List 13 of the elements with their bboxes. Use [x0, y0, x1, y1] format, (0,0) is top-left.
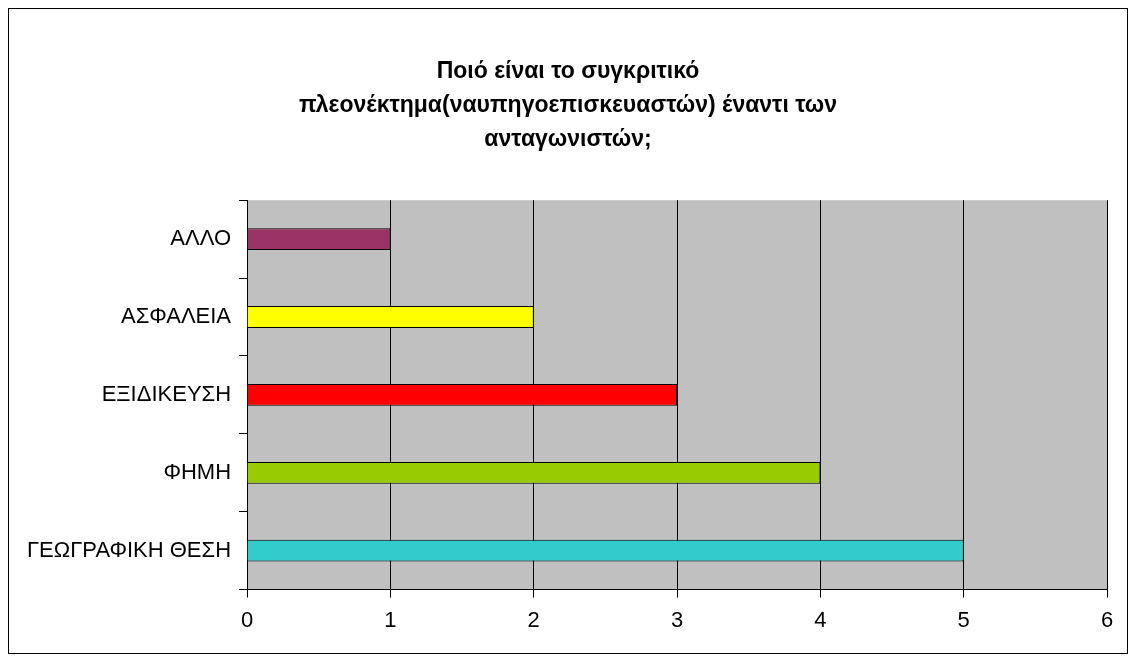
- x-tick-label: 2: [527, 606, 540, 632]
- y-tick-label: ΑΣΦΑΛΕΙΑ: [121, 303, 232, 329]
- x-tick-label: 1: [384, 606, 397, 632]
- x-tick-label: 4: [814, 606, 827, 632]
- y-tick-label: ΕΞΙΔΙΚΕΥΣΗ: [101, 380, 232, 406]
- y-tick-label: ΑΛΛΟ: [170, 225, 232, 251]
- chart-title: Ποιό είναι το συγκριτικό πλεονέκτημα(ναυπηγοεπισκευαστών) έναντι των ανταγωνιστών;: [297, 56, 838, 153]
- y-tick-label: ΦΗΜΗ: [163, 458, 232, 484]
- x-tick-label: 6: [1100, 606, 1114, 632]
- x-tick-label: 3: [670, 606, 684, 632]
- y-tick-label: ΓΕΩΓΡΑΦΙΚΗ ΘΕΣΗ: [26, 536, 232, 562]
- x-tick-label: 0: [240, 606, 254, 632]
- x-tick-label: 5: [957, 606, 970, 632]
